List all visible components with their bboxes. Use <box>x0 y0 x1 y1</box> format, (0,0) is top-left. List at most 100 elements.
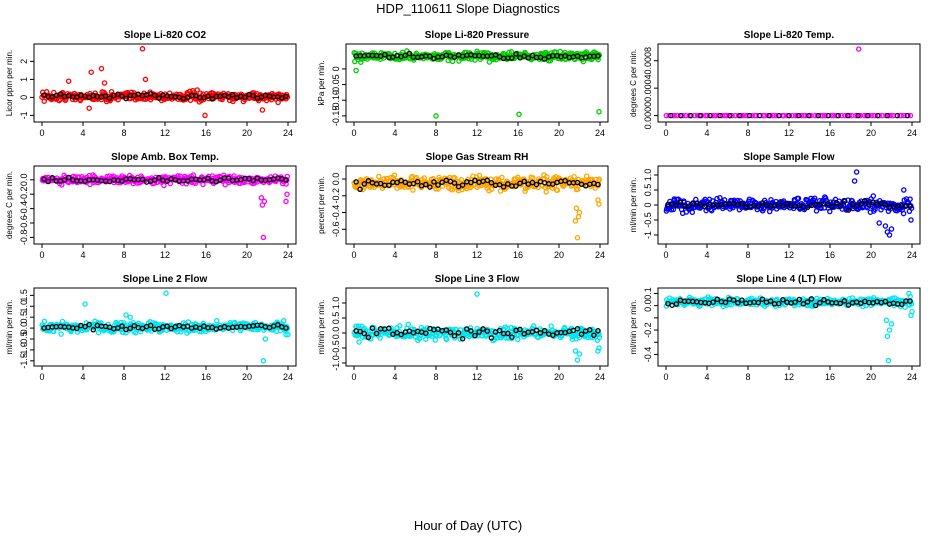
data-point-overlay <box>205 93 211 99</box>
data-point-overlay <box>57 91 64 97</box>
data-point <box>443 336 450 343</box>
data-point-overlay <box>353 179 359 185</box>
x-tick-label: 4 <box>80 250 85 260</box>
data-point-overlay <box>687 112 694 119</box>
y-tick-label: -0.4 <box>331 205 341 221</box>
data-point-overlay <box>517 180 523 186</box>
data-points <box>351 48 603 119</box>
y-tick-label: -0.10 <box>331 90 341 111</box>
data-point-outlier <box>884 229 891 235</box>
plot-frame <box>657 43 921 123</box>
y-tick-label: -1.0 <box>331 355 341 371</box>
data-point-overlay <box>517 326 523 333</box>
data-point-overlay <box>525 55 532 61</box>
data-point-overlay <box>541 327 548 334</box>
panel-3: Slope Li-820 Temp.0 4 8 12 16 20 240.00000.000… <box>629 30 921 138</box>
data-point <box>680 112 686 119</box>
data-point <box>275 99 281 106</box>
x-tick-label: 4 <box>80 372 85 382</box>
x-tick-label: 20 <box>866 250 876 260</box>
data-point-overlay <box>488 335 495 341</box>
data-point-overlay <box>361 330 368 337</box>
data-point <box>717 194 723 201</box>
y-tick-label: 0.0004 <box>643 74 653 102</box>
data-point-overlay <box>513 183 519 189</box>
data-point-outlier <box>883 317 890 324</box>
data-point-overlay <box>907 298 913 304</box>
panel-title: Slope Li-820 Pressure <box>425 30 530 41</box>
data-point-overlay <box>755 203 762 210</box>
y-axis-label: ml/min per min. <box>629 178 638 233</box>
data-point-outlier <box>572 348 579 354</box>
data-point-outlier <box>901 187 907 193</box>
data-point <box>102 90 108 97</box>
data-point <box>704 112 711 119</box>
data-point-outlier <box>572 218 579 224</box>
x-tick-label: 0 <box>351 128 356 138</box>
data-point-outlier <box>516 111 522 118</box>
data-point-overlay <box>283 177 289 183</box>
data-point-overlay <box>382 51 388 58</box>
data-point-outlier <box>88 69 94 75</box>
data-point <box>822 112 828 119</box>
y-tick-label: 0.0000 <box>643 102 653 130</box>
data-point-overlay <box>402 52 409 59</box>
data-point-overlay <box>737 112 743 119</box>
y-tick-label: 0.0 <box>19 322 29 335</box>
x-tick-label: 16 <box>513 250 523 260</box>
data-point-overlay <box>86 321 92 328</box>
data-point-overlay <box>697 112 704 119</box>
data-point <box>451 335 458 341</box>
data-point-overlay <box>804 204 811 211</box>
x-tick-label: 0 <box>39 372 44 382</box>
x-tick-label: 12 <box>784 372 794 382</box>
data-point-outlier <box>285 331 291 338</box>
data-point-overlay <box>250 92 256 99</box>
x-tick-label: 8 <box>745 372 750 382</box>
data-point-overlay <box>702 204 708 210</box>
data-point <box>497 188 504 194</box>
y-tick-label: -1.0 <box>19 342 29 358</box>
x-axis: 0 4 8 12 16 20 24 <box>39 244 293 260</box>
data-point-overlay <box>800 301 807 307</box>
data-point-overlay <box>250 177 256 184</box>
x-tick-label: 16 <box>513 372 523 382</box>
data-point-overlay <box>907 203 913 210</box>
y-axis-label: ml/min per min. <box>629 300 638 355</box>
x-axis: 0 4 8 12 16 20 24 <box>663 122 917 138</box>
data-point-overlay <box>119 178 125 184</box>
data-point-overlay <box>283 93 289 99</box>
x-tick-label: 4 <box>704 372 709 382</box>
x-tick-label: 0 <box>351 250 356 260</box>
data-point <box>842 112 848 119</box>
data-point-overlay <box>164 323 170 329</box>
x-tick-label: 12 <box>784 250 794 260</box>
x-tick-label: 16 <box>825 250 835 260</box>
data-point-overlay <box>152 177 158 183</box>
data-point-overlay <box>786 112 792 119</box>
data-point-overlay <box>776 112 782 119</box>
data-point-overlay <box>357 186 363 193</box>
data-point-overlay <box>225 94 232 100</box>
data-point-overlay <box>521 178 527 185</box>
data-point-overlay <box>746 112 753 119</box>
x-tick-label: 0 <box>351 372 356 382</box>
data-point-overlay <box>197 325 203 331</box>
data-point <box>784 112 791 119</box>
data-point <box>740 112 746 119</box>
data-point <box>405 321 412 328</box>
data-point <box>889 295 896 301</box>
data-point <box>522 188 528 194</box>
data-point-overlay <box>123 95 129 102</box>
x-tick-label: 16 <box>513 128 523 138</box>
data-point-outlier <box>260 234 267 241</box>
data-point <box>98 320 104 326</box>
y-tick-label: -0.5 <box>331 340 341 356</box>
x-tick-label: 16 <box>825 128 835 138</box>
data-point-overlay <box>369 325 376 331</box>
data-point <box>397 323 403 329</box>
data-point-outlier <box>596 345 602 351</box>
y-axis: -1.5-1.0-0.50.00.51.01.5 <box>19 289 34 369</box>
data-point-overlay <box>771 203 778 209</box>
data-point <box>719 112 725 119</box>
